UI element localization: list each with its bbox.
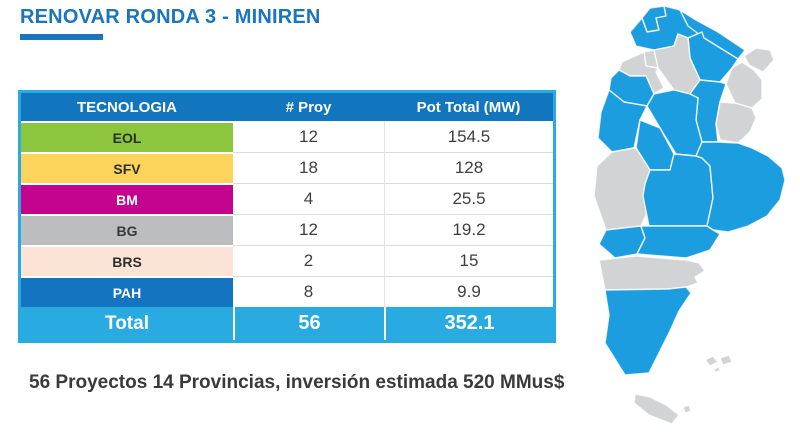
total-proy: 56: [233, 307, 384, 340]
province-corrientes: [725, 61, 763, 109]
province-rio-negro: [636, 225, 721, 259]
malvinas-west-island: [704, 355, 719, 367]
table-row-pah: PAH 8 9.9: [21, 276, 553, 307]
proy-cell: 4: [233, 183, 384, 214]
table-total-row: Total 56 352.1: [21, 307, 553, 340]
pot-cell: 15: [384, 245, 553, 276]
proy-cell: 12: [233, 214, 384, 245]
page-title: RENOVAR RONDA 3 - MINIREN: [20, 6, 321, 28]
table-header-row: TECNOLOGIA # Proy Pot Total (MW): [21, 93, 553, 121]
tech-cell: SFV: [21, 152, 233, 183]
technology-table: TECNOLOGIA # Proy Pot Total (MW) EOL 12 …: [18, 90, 556, 343]
malvinas-east-island: [719, 354, 733, 366]
province-formosa: [679, 9, 746, 60]
tech-cell: PAH: [21, 276, 233, 307]
table-row-brs: BRS 2 15: [21, 245, 553, 276]
pot-cell: 9.9: [384, 276, 553, 307]
argentina-map: [593, 5, 786, 425]
summary-text: 56 Proyectos 14 Provincias, inversión es…: [29, 372, 565, 393]
province-buenos-aires: [695, 141, 786, 233]
title-underline: [20, 34, 103, 40]
pot-cell: 154.5: [384, 121, 553, 152]
table-row-sfv: SFV 18 128: [21, 152, 553, 183]
proy-cell: 2: [233, 245, 384, 276]
tech-cell: BM: [21, 183, 233, 214]
malvinas-islet: [713, 366, 721, 373]
header-pot-total: Pot Total (MW): [384, 93, 553, 121]
total-label: Total: [21, 307, 233, 340]
pot-cell: 25.5: [384, 183, 553, 214]
proy-cell: 12: [233, 121, 384, 152]
tdf-islet: [682, 404, 692, 414]
province-misiones: [743, 47, 775, 73]
province-chubut: [598, 255, 706, 291]
header-tecnologia: TECNOLOGIA: [21, 93, 233, 121]
total-pot: 352.1: [384, 307, 553, 340]
province-mendoza: [593, 147, 651, 231]
table-row-bg: BG 12 19.2: [21, 214, 553, 245]
province-santa-cruz: [604, 286, 692, 376]
tech-cell: BRS: [21, 245, 233, 276]
table-row-eol: EOL 12 154.5: [21, 121, 553, 152]
proy-cell: 8: [233, 276, 384, 307]
tech-cell: BG: [21, 214, 233, 245]
proy-cell: 18: [233, 152, 384, 183]
pot-cell: 128: [384, 152, 553, 183]
province-entre-rios: [715, 101, 757, 144]
table-row-bm: BM 4 25.5: [21, 183, 553, 214]
pot-cell: 19.2: [384, 214, 553, 245]
tech-cell: EOL: [21, 121, 233, 152]
province-tierra-del-fuego: [633, 393, 680, 425]
province-santiago-del-estero: [653, 33, 701, 95]
header-proy: # Proy: [233, 93, 384, 121]
